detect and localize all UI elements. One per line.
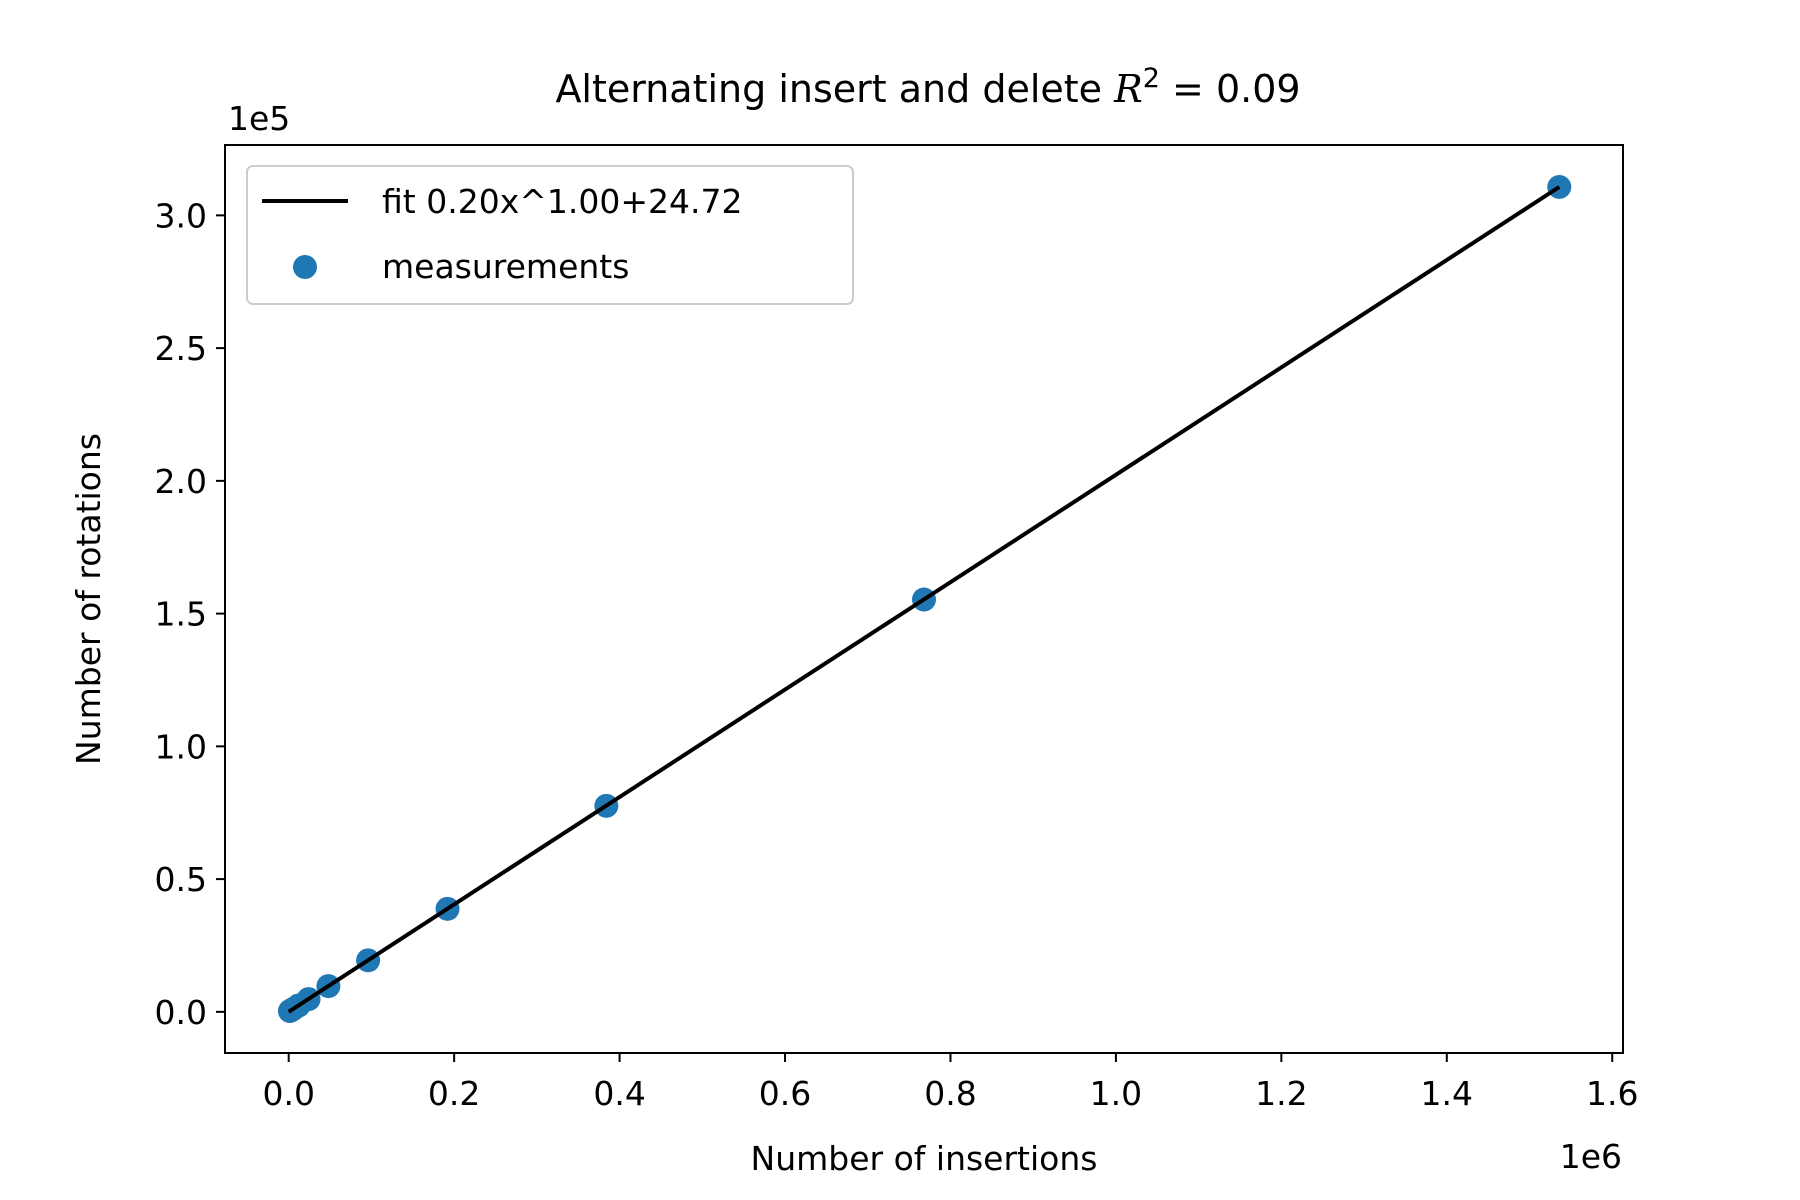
y-tick-label: 0.5 — [155, 860, 207, 899]
y-tick-label: 2.0 — [155, 462, 207, 501]
x-tick-label: 1.2 — [1255, 1074, 1307, 1113]
legend-measurements-marker — [293, 255, 317, 279]
y-axis: 0.0 0.5 1.0 1.5 2.0 2.5 3.0 — [155, 196, 225, 1032]
legend-fit-label: fit 0.20x^1.00+24.72 — [382, 182, 742, 221]
legend: fit 0.20x^1.00+24.72 measurements — [246, 165, 854, 305]
x-tick-label: 1.4 — [1421, 1074, 1473, 1113]
x-tick-label: 0.0 — [262, 1074, 314, 1113]
x-tick-label: 0.4 — [593, 1074, 645, 1113]
y-offset-label: 1e5 — [228, 99, 290, 138]
axes-frame — [224, 144, 1624, 1054]
x-offset-label: 1e6 — [1560, 1137, 1622, 1176]
fit-line — [287, 185, 1561, 1014]
x-tick-label: 0.8 — [924, 1074, 976, 1113]
y-tick-label: 1.5 — [155, 595, 207, 634]
x-axis-label: Number of insertions — [751, 1139, 1098, 1178]
y-tick-label: 0.0 — [155, 993, 207, 1032]
x-tick-label: 1.0 — [1090, 1074, 1142, 1113]
y-tick-label: 2.5 — [155, 329, 207, 368]
legend-box — [246, 165, 854, 305]
y-tick-label: 3.0 — [155, 196, 207, 235]
chart-title: Alternating insert and delete R2 = 0.09 — [555, 63, 1300, 111]
y-axis-label: Number of rotations — [69, 433, 108, 765]
plot-area — [277, 174, 1572, 1024]
x-tick-label: 0.2 — [428, 1074, 480, 1113]
x-tick-label: 0.6 — [759, 1074, 811, 1113]
x-tick-label: 1.6 — [1586, 1074, 1638, 1113]
legend-measurements-label: measurements — [382, 247, 629, 286]
y-tick-label: 1.0 — [155, 727, 207, 766]
x-axis: 0.0 0.2 0.4 0.6 0.8 1.0 1.2 1.4 1.6 — [262, 1053, 1638, 1113]
